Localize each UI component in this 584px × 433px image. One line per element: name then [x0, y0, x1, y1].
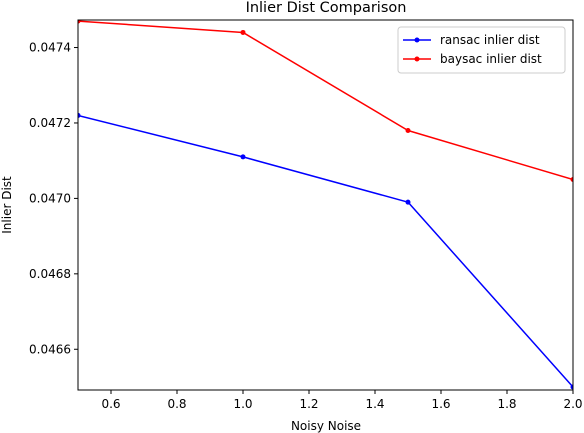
x-axis-label: Noisy Noise	[291, 419, 361, 433]
y-tick-label: 0.0468	[29, 267, 71, 281]
x-axis: 0.6 0.8 1.0 1.2 1.4 1.6 1.8 2.0	[101, 390, 583, 411]
y-axis: 0.0466 0.0468 0.0470 0.0472 0.0474	[29, 41, 78, 356]
x-tick-label: 0.6	[101, 397, 120, 411]
data-point-series-0	[78, 112, 81, 118]
y-tick-label: 0.0472	[29, 116, 71, 130]
legend-label: baysac inlier dist	[440, 52, 542, 66]
data-point-series-0	[405, 199, 411, 205]
series-line-0	[78, 114, 573, 388]
series-line-1	[78, 20, 573, 181]
data-point-series-0	[570, 384, 573, 390]
x-tick-label: 1.4	[365, 397, 384, 411]
y-tick-label: 0.0474	[29, 41, 71, 55]
plot-area	[78, 20, 573, 390]
y-tick-label: 0.0470	[29, 191, 71, 205]
x-tick-label: 1.8	[497, 397, 516, 411]
x-tick-label: 1.0	[233, 397, 252, 411]
legend-label: ransac inlier dist	[440, 33, 540, 47]
legend-marker	[414, 56, 420, 62]
data-point-series-1	[570, 177, 573, 183]
x-tick-label: 1.6	[431, 397, 450, 411]
data-point-series-0	[240, 154, 246, 160]
plot-frame	[77, 19, 574, 391]
chart-title: Inlier Dist Comparison	[246, 0, 407, 16]
x-tick-label: 1.2	[299, 397, 318, 411]
legend-marker	[414, 37, 420, 43]
y-tick-label: 0.0466	[29, 342, 71, 356]
data-point-series-1	[78, 20, 81, 24]
data-point-series-1	[240, 29, 246, 35]
x-tick-label: 2.0	[563, 397, 582, 411]
y-axis-label: Inlier Dist	[0, 176, 14, 234]
legend: ransac inlier dist baysac inlier dist	[397, 26, 566, 74]
series-layer	[78, 20, 573, 390]
legend-box	[397, 26, 566, 74]
data-point-series-1	[405, 128, 411, 134]
x-tick-label: 0.8	[167, 397, 186, 411]
